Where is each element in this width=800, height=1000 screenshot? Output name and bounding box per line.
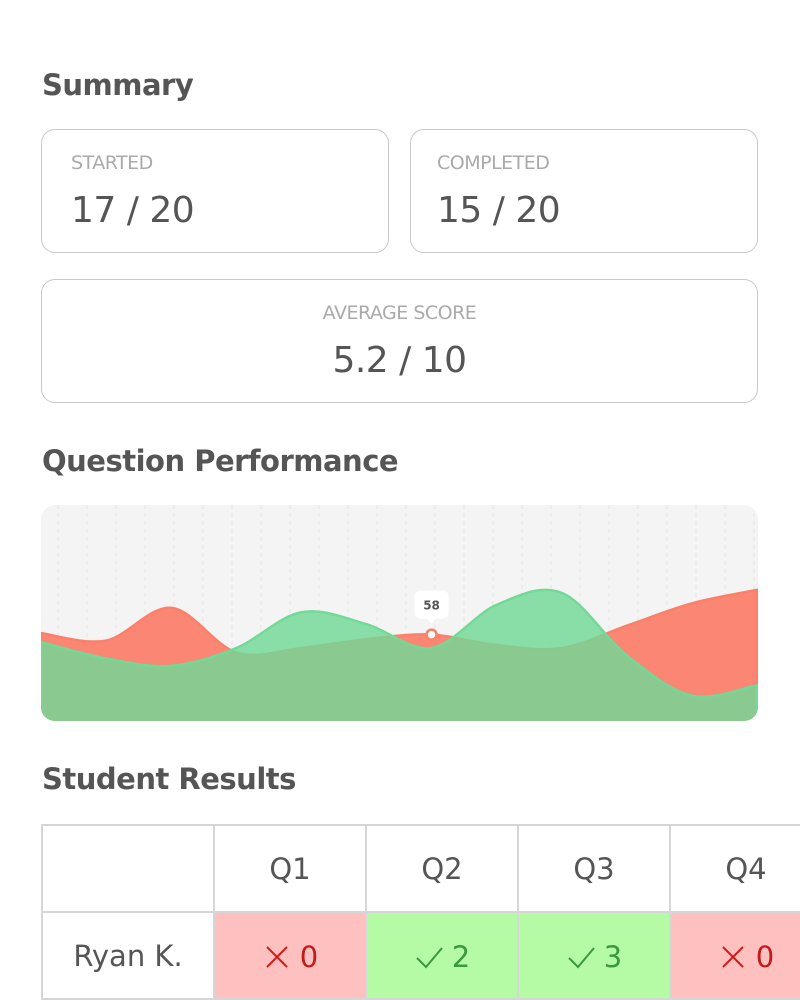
card-value: 15 / 20 xyxy=(437,190,561,231)
result-icon xyxy=(568,946,595,968)
tooltip-label: 58 xyxy=(423,599,440,613)
card-label: COMPLETED xyxy=(437,152,550,174)
card-value: 17 / 20 xyxy=(71,190,195,231)
score-cell: 3 xyxy=(517,911,671,1000)
check-icon xyxy=(416,946,443,968)
column-header: Q2 xyxy=(365,824,519,913)
card-value: 5.2 / 10 xyxy=(332,340,467,381)
cross-icon xyxy=(722,945,744,968)
score-cell: 0 xyxy=(669,911,800,1000)
result-icon xyxy=(416,946,443,968)
score: 0 xyxy=(299,939,319,974)
area xyxy=(41,588,758,721)
section-title: Summary xyxy=(42,68,194,102)
section-title: Question Performance xyxy=(42,444,399,478)
stat-card: AVERAGE SCORE 5.2 / 10 xyxy=(41,279,758,403)
highlight-point xyxy=(425,628,438,641)
column-header: Q3 xyxy=(517,824,671,913)
tooltip-pointer xyxy=(426,618,437,624)
score-cell: 2 xyxy=(365,911,519,1000)
check-icon xyxy=(568,946,595,968)
card-label: AVERAGE SCORE xyxy=(322,302,477,324)
result-icon xyxy=(266,945,288,968)
header-row: Q1 Q2 Q3 Q4 xyxy=(41,824,800,913)
column-header: Q1 xyxy=(213,824,367,913)
stat-card: COMPLETED 15 / 20 xyxy=(410,129,758,253)
cross-icon xyxy=(266,945,288,968)
stat-card: STARTED 17 / 20 xyxy=(41,129,389,253)
student-row: Ryan K. 0 2 3 0 xyxy=(41,911,800,1000)
column-header: Q4 xyxy=(669,824,800,913)
result-icon xyxy=(722,945,744,968)
performance-chart: 58 xyxy=(41,505,758,721)
score: 3 xyxy=(603,939,623,974)
results-table: Q1 Q2 Q3 Q4 Ryan K. 0 2 3 0 xyxy=(41,824,800,1000)
card-label: STARTED xyxy=(71,152,153,174)
tooltip xyxy=(414,590,449,619)
student-name: Ryan K. xyxy=(41,911,215,1000)
score: 0 xyxy=(755,939,775,974)
section-title: Student Results xyxy=(42,762,296,796)
score: 2 xyxy=(451,939,471,974)
corner-cell xyxy=(41,824,215,913)
score-cell: 0 xyxy=(213,911,367,1000)
